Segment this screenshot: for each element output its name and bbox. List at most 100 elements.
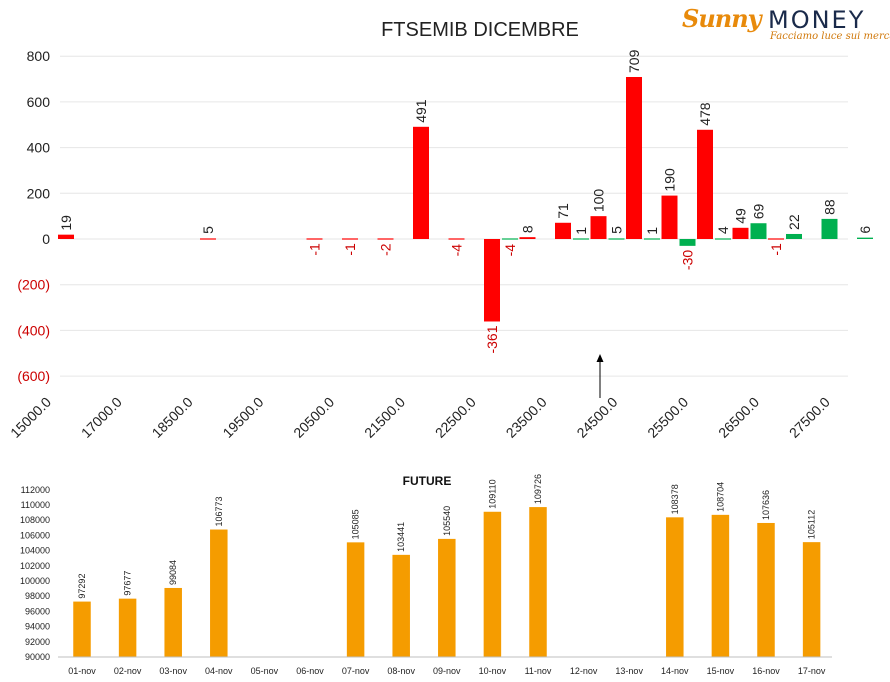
- main-bar-red: [555, 222, 571, 239]
- future-bar-value-label: 109110: [487, 479, 497, 508]
- future-y-tick-label: 92000: [25, 637, 50, 647]
- open-interest-chart: FTSEMIB DICEMBRE 800 600 400 200 0 (200) (400)…: [7, 19, 873, 441]
- main-bar-red: [58, 234, 74, 239]
- main-y-tick-label: (400): [17, 322, 50, 338]
- brand-name-money: MONEY: [768, 6, 866, 34]
- main-bar-red: [519, 237, 536, 239]
- main-bar-red: [661, 195, 678, 239]
- main-bar-value-label: 88: [822, 199, 838, 215]
- main-y-tick-label: 400: [27, 140, 51, 156]
- main-x-tick-label: 19500.0: [219, 394, 266, 441]
- future-x-tick-label: 09-nov: [433, 666, 461, 676]
- main-bar-value-label: -1: [768, 243, 784, 256]
- future-x-tick-label: 01-nov: [68, 666, 96, 676]
- future-x-tick-label: 15-nov: [707, 666, 735, 676]
- main-y-tick-label: 200: [27, 185, 51, 201]
- future-bar-value-label: 109726: [533, 474, 543, 504]
- main-bar-value-label: 1: [644, 227, 660, 235]
- main-y-tick-label: 600: [27, 94, 51, 110]
- future-y-tick-label: 96000: [25, 606, 50, 616]
- main-x-tick-label: 21500.0: [361, 394, 408, 441]
- future-bar: [711, 514, 730, 657]
- future-x-tick-label: 13-nov: [615, 666, 643, 676]
- main-bar-green: [786, 233, 802, 239]
- main-bar-red: [377, 238, 394, 240]
- main-x-tick-label: 18500.0: [149, 394, 196, 441]
- main-bar-value-label: 22: [786, 214, 802, 230]
- future-bar-value-label: 105540: [442, 506, 452, 536]
- main-y-tick-label: (600): [17, 368, 50, 384]
- main-y-tick-label: 0: [42, 231, 50, 247]
- main-x-tick-label: 22500.0: [432, 394, 479, 441]
- main-bar-value-label: -4: [502, 244, 518, 257]
- future-bar-value-label: 105085: [351, 509, 361, 539]
- future-x-tick-label: 06-nov: [296, 666, 324, 676]
- main-bar-value-label: -2: [378, 243, 394, 256]
- main-bar-value-label: 5: [609, 226, 625, 234]
- main-bar-green: [644, 238, 660, 240]
- future-bar: [438, 538, 456, 657]
- future-bar: [118, 598, 137, 657]
- main-bar-green: [715, 238, 731, 240]
- future-x-tick-label: 03-nov: [159, 666, 187, 676]
- main-bar-value-label: 709: [626, 49, 642, 73]
- future-y-tick-label: 100000: [20, 576, 50, 586]
- main-y-tick-label: (200): [17, 277, 50, 293]
- main-bar-red: [413, 126, 429, 239]
- future-chart: FUTURE 90000 92000 94000 96000 98000 100000 10…: [20, 474, 832, 676]
- main-bar-value-label: 100: [591, 189, 607, 213]
- future-bar: [666, 517, 684, 657]
- future-x-tick-label: 07-nov: [342, 666, 370, 676]
- main-bar-value-label: -361: [484, 325, 500, 353]
- main-bar-red: [697, 129, 713, 239]
- main-bar-value-label: 69: [751, 203, 767, 219]
- future-bar: [757, 522, 775, 657]
- future-bar: [164, 587, 182, 657]
- main-bar-green: [821, 218, 838, 239]
- future-y-tick-label: 94000: [25, 622, 50, 632]
- future-y-tick-label: 112000: [21, 485, 50, 495]
- main-y-tick-label: 800: [27, 48, 51, 64]
- main-bar-green: [750, 223, 767, 239]
- main-bar-value-label: 478: [697, 102, 713, 126]
- future-bar-value-label: 97292: [77, 574, 87, 599]
- main-x-tick-label: 17000.0: [78, 394, 125, 441]
- future-bar-value-label: 103441: [396, 522, 406, 552]
- main-x-tick-label: 23500.0: [503, 394, 550, 441]
- future-y-tick-label: 98000: [25, 591, 50, 601]
- future-y-tick-label: 110000: [21, 500, 50, 510]
- future-bar: [73, 601, 91, 657]
- future-y-tick-label: 106000: [20, 530, 50, 540]
- future-y-tick-label: 102000: [20, 561, 50, 571]
- main-bar-value-label: 4: [715, 226, 731, 234]
- future-bar-value-label: 105112: [807, 510, 817, 539]
- future-bar: [346, 542, 365, 657]
- future-bar-value-label: 107636: [761, 490, 771, 520]
- main-x-tick-label: 27500.0: [786, 394, 833, 441]
- main-bar-value-label: 71: [555, 203, 571, 219]
- main-bar-value-label: -1: [307, 243, 323, 256]
- future-bar-value-label: 106773: [214, 496, 224, 526]
- main-bar-green: [608, 238, 625, 240]
- main-x-tick-label: 15000.0: [7, 394, 54, 441]
- future-bar: [529, 507, 547, 657]
- main-chart-title: FTSEMIB DICEMBRE: [381, 19, 579, 41]
- main-bar-value-label: 5: [200, 226, 216, 234]
- main-bar-value-label: -30: [680, 250, 696, 270]
- main-bar-red: [200, 238, 216, 240]
- main-x-tick-label: 24500.0: [573, 394, 620, 441]
- main-bar-value-label: 8: [520, 225, 536, 233]
- main-x-tick-label: 20500.0: [290, 394, 337, 441]
- future-x-tick-label: 04-nov: [205, 666, 233, 676]
- main-bar-green: [573, 238, 589, 240]
- main-x-tick-label: 25500.0: [644, 394, 691, 441]
- main-bar-value-label: 190: [662, 168, 678, 192]
- future-x-tick-label: 12-nov: [570, 666, 598, 676]
- future-x-tick-label: 02-nov: [114, 666, 142, 676]
- future-x-tick-label: 05-nov: [251, 666, 279, 676]
- main-bar-value-label: 6: [857, 226, 873, 234]
- main-bar-green: [857, 237, 873, 239]
- future-bar-value-label: 108378: [670, 484, 680, 514]
- main-bar-red: [484, 239, 500, 322]
- main-bar-value-label: 19: [58, 215, 74, 231]
